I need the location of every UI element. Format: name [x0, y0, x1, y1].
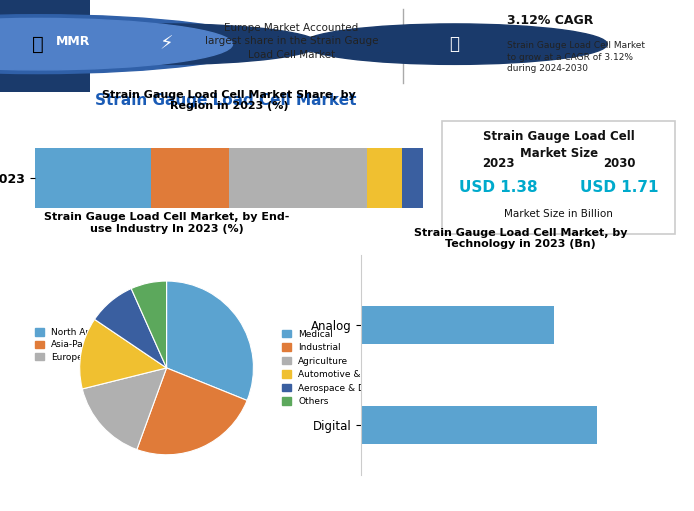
Bar	[367, 148, 402, 207]
Bar	[0, 0, 90, 92]
Text: USD 1.71: USD 1.71	[580, 180, 659, 195]
Bar	[151, 148, 229, 207]
Text: 🔥: 🔥	[450, 35, 459, 53]
Bar	[229, 148, 367, 207]
Wedge shape	[137, 368, 247, 455]
Bar	[361, 307, 554, 344]
Bar	[35, 148, 151, 207]
Wedge shape	[94, 289, 167, 368]
Text: Strain Gauge Load Cell
Market Size: Strain Gauge Load Cell Market Size	[483, 130, 634, 159]
Circle shape	[0, 18, 232, 70]
Title: Strain Gauge Load Cell Market, by End-
use Industry In 2023 (%): Strain Gauge Load Cell Market, by End- u…	[44, 212, 289, 234]
Circle shape	[14, 24, 319, 64]
Legend: North America, Asia-Pacific, Europe, Middle East and Africa, South America: North America, Asia-Pacific, Europe, Mid…	[31, 324, 245, 365]
Legend: Medical, Industrial, Agriculture, Automotive & Transportation, Aerospace & Defen: Medical, Industrial, Agriculture, Automo…	[278, 326, 432, 410]
Text: 2030: 2030	[603, 157, 636, 170]
Text: Europe Market Accounted
largest share in the Strain Gauge
Load Cell Market: Europe Market Accounted largest share in…	[205, 23, 378, 60]
Text: 3.12% CAGR: 3.12% CAGR	[507, 14, 593, 27]
Text: 🌍: 🌍	[33, 35, 44, 54]
Text: Strain Gauge Load Cell Market: Strain Gauge Load Cell Market	[95, 94, 356, 108]
Circle shape	[0, 15, 260, 74]
FancyBboxPatch shape	[442, 121, 675, 234]
Bar	[361, 406, 598, 444]
Wedge shape	[131, 281, 167, 368]
Wedge shape	[83, 368, 167, 450]
Text: Market Size in Billion: Market Size in Billion	[505, 208, 613, 219]
Wedge shape	[167, 281, 253, 401]
Title: Strain Gauge Load Cell Market Share, by
Region in 2023 (%): Strain Gauge Load Cell Market Share, by …	[102, 89, 356, 111]
Text: MMR: MMR	[56, 35, 90, 48]
Wedge shape	[80, 319, 167, 389]
Circle shape	[302, 24, 607, 64]
Text: USD 1.38: USD 1.38	[459, 180, 537, 195]
Text: Strain Gauge Load Cell Market
to grow at a CAGR of 3.12%
during 2024-2030: Strain Gauge Load Cell Market to grow at…	[507, 41, 645, 73]
Text: ⚡: ⚡	[160, 35, 174, 54]
Text: 2023: 2023	[482, 157, 514, 170]
Title: Strain Gauge Load Cell Market, by
Technology in 2023 (Bn): Strain Gauge Load Cell Market, by Techno…	[414, 227, 627, 249]
Bar	[402, 148, 423, 207]
